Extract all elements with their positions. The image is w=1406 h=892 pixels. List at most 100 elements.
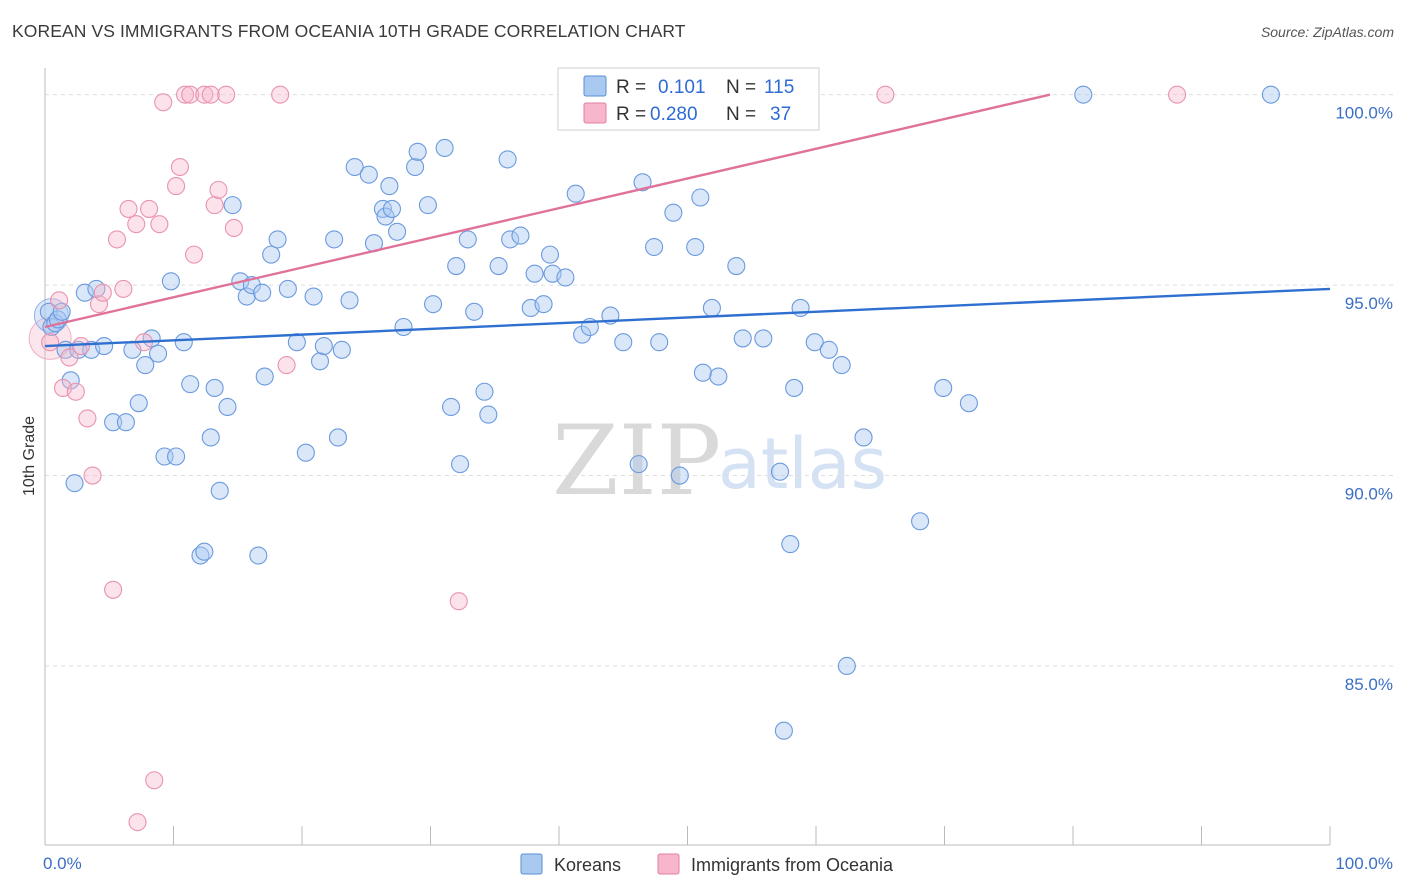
point-koreans [664, 203, 683, 222]
point-koreans [218, 397, 237, 417]
point-koreans [934, 378, 953, 397]
point-koreans [382, 199, 402, 218]
point-koreans [854, 428, 873, 447]
point-koreans [376, 207, 395, 226]
series-legend-label-koreans: Koreans [554, 855, 621, 875]
point-oceania [449, 592, 468, 611]
point-koreans [210, 481, 229, 500]
series-legend-swatch-koreans [520, 853, 543, 875]
point-koreans [629, 455, 648, 474]
point-oceania [50, 291, 69, 310]
legend-swatch-oceania [583, 102, 607, 124]
point-koreans [181, 375, 200, 394]
point-oceania [876, 85, 895, 104]
legend-r-label-koreans: R = [616, 77, 646, 98]
point-koreans [249, 546, 268, 565]
point-oceania [66, 382, 85, 401]
point-koreans [1074, 85, 1093, 104]
point-koreans [304, 287, 323, 306]
point-koreans [129, 394, 148, 413]
point-oceania [217, 85, 236, 104]
y-tick-label: 100.0% [1335, 104, 1393, 123]
point-koreans [424, 295, 443, 314]
legend-r-value-oceania: 0.280 [650, 104, 698, 125]
point-koreans [296, 443, 315, 462]
point-koreans [388, 222, 407, 241]
y-tick-label: 95.0% [1345, 294, 1393, 313]
point-koreans [479, 405, 498, 424]
y-axis-label: 10th Grade [21, 416, 38, 496]
point-koreans [573, 325, 592, 344]
point-oceania [127, 215, 146, 234]
point-oceania [104, 580, 123, 599]
point-oceania [167, 177, 186, 196]
point-koreans [345, 157, 364, 177]
point-oceania [176, 85, 195, 104]
point-oceania [140, 199, 159, 218]
legend-n-label-koreans: N = [726, 77, 756, 98]
point-oceania [277, 356, 296, 375]
watermark-zip: ZIP [552, 405, 721, 517]
point-oceania [1168, 85, 1187, 104]
point-koreans [686, 237, 705, 257]
point-koreans [408, 142, 427, 161]
point-koreans [442, 397, 461, 417]
point-koreans [911, 512, 930, 531]
point-koreans [195, 542, 214, 561]
point-koreans [406, 157, 425, 177]
point-oceania [271, 85, 290, 104]
point-oceania [205, 196, 224, 215]
point-koreans [733, 329, 752, 348]
point-oceania [209, 180, 228, 199]
point-koreans [540, 245, 560, 264]
point-koreans [52, 302, 71, 321]
point-koreans [435, 138, 454, 158]
point-oceania [224, 218, 243, 238]
point-koreans [149, 344, 168, 363]
point-koreans [525, 264, 544, 283]
trendline-oceania [44, 93, 1051, 329]
point-koreans [75, 283, 94, 302]
point-oceania [154, 93, 173, 112]
axes [44, 68, 1331, 846]
point-koreans [451, 455, 470, 474]
point-koreans [489, 257, 508, 276]
point-oceania [145, 771, 164, 790]
point-oceania [60, 348, 79, 367]
legend-r-value-koreans: 0.101 [658, 77, 706, 98]
y-tick-label: 85.0% [1345, 675, 1393, 694]
point-koreans [116, 413, 136, 432]
point-koreans [61, 371, 80, 390]
point-koreans [691, 188, 710, 207]
y-tick-labels: 85.0% 90.0% 95.0% 100.0% [1335, 104, 1393, 694]
point-koreans [255, 367, 274, 386]
point-koreans [650, 333, 669, 352]
point-oceania [78, 409, 97, 428]
point-koreans [136, 356, 155, 375]
point-koreans [645, 237, 664, 257]
point-koreans [670, 466, 689, 485]
point-koreans [498, 150, 517, 169]
point-koreans [501, 230, 520, 249]
point-koreans [174, 333, 193, 352]
source-label: Source: ZipAtlas.com [1260, 24, 1394, 40]
scatter-points [28, 85, 1280, 832]
point-koreans [325, 230, 344, 249]
point-koreans [418, 196, 437, 215]
series-legend: Koreans Immigrants from Oceania [520, 853, 894, 875]
point-koreans [1261, 85, 1280, 104]
y-tick-label: 90.0% [1345, 485, 1393, 504]
point-koreans [959, 394, 978, 413]
point-oceania [107, 230, 127, 249]
point-koreans [340, 291, 359, 310]
point-koreans [819, 340, 838, 359]
point-koreans [328, 428, 348, 447]
trendlines [44, 93, 1331, 348]
watermark-atlas: atlas [718, 423, 887, 505]
point-koreans [633, 173, 652, 192]
legend-n-value-oceania: 37 [770, 104, 791, 125]
point-koreans [95, 336, 114, 356]
series-legend-swatch-oceania [657, 853, 680, 875]
point-koreans [262, 245, 281, 264]
point-oceania [83, 466, 102, 485]
